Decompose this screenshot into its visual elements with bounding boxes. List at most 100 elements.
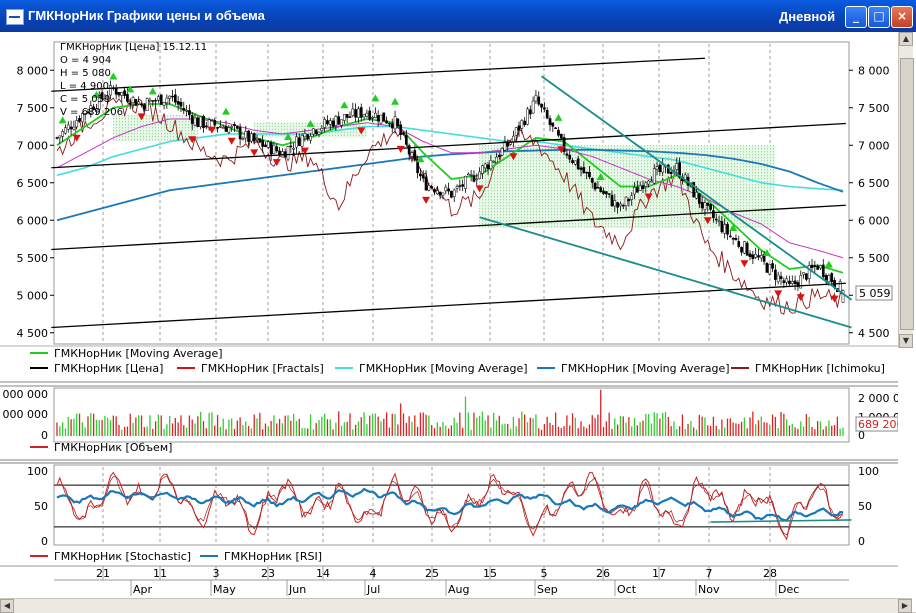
candle-body xyxy=(159,94,163,105)
price-tick-left: 7 500 xyxy=(17,102,49,115)
maximize-button[interactable]: □ xyxy=(868,6,890,28)
horizontal-scrollbar[interactable]: ◀ ▶ xyxy=(0,598,912,613)
candle-body xyxy=(261,140,265,147)
candle-body xyxy=(196,117,200,128)
volume-bars[interactable] xyxy=(56,389,844,436)
candle-body xyxy=(590,177,594,183)
series-ma-200 xyxy=(56,148,844,222)
candle-body xyxy=(619,203,622,207)
candle-body xyxy=(334,116,338,126)
x-day-label: 11 xyxy=(153,567,167,580)
candle-body xyxy=(430,186,434,189)
candle-body xyxy=(323,119,326,128)
scroll-down-arrow[interactable]: ▼ xyxy=(899,334,913,348)
x-month-label: Apr xyxy=(133,583,153,596)
candle-body xyxy=(345,113,349,118)
candle-body xyxy=(810,264,814,268)
price-tick-left: 5 000 xyxy=(17,289,49,302)
scroll-left-arrow[interactable]: ◀ xyxy=(0,599,14,613)
fractal-up-marker xyxy=(92,91,101,99)
fractal-down-marker xyxy=(188,136,197,144)
trendline-channel xyxy=(51,57,705,92)
candle-body xyxy=(427,185,431,191)
candle-body xyxy=(295,136,298,148)
candle-body xyxy=(720,221,724,233)
price-tick-right: 4 500 xyxy=(858,327,890,340)
candle-body xyxy=(700,201,704,209)
candle-body xyxy=(250,133,253,142)
candle-body xyxy=(354,109,357,118)
candle-body xyxy=(416,159,419,174)
scroll-thumb[interactable] xyxy=(900,58,914,330)
legend-label: ГМКНорНик [Moving Average] xyxy=(54,347,223,360)
candle-body xyxy=(551,122,555,127)
x-month-label: Oct xyxy=(617,583,637,596)
fractal-down-marker xyxy=(422,196,431,204)
stochastic-signal-line xyxy=(56,475,844,536)
candle-body xyxy=(193,117,197,126)
candle-body xyxy=(168,95,172,99)
oscillator-y-axis: 100 100 50 50 0 0 xyxy=(27,465,879,548)
price-tick-right: 7 500 xyxy=(858,102,890,115)
candle-body xyxy=(602,190,605,194)
candle-body xyxy=(120,92,124,96)
trendline-channel xyxy=(51,204,846,251)
price-pane-frame xyxy=(53,41,850,345)
candle-body xyxy=(447,188,450,192)
candle-body xyxy=(388,122,391,125)
scroll-up-arrow[interactable]: ▲ xyxy=(899,32,913,46)
candle-body xyxy=(782,280,786,283)
candle-body xyxy=(444,186,448,192)
close-button[interactable]: × xyxy=(891,6,913,28)
candle-body xyxy=(97,93,101,110)
osc-tick-right: 50 xyxy=(858,500,872,513)
price-candles[interactable] xyxy=(55,80,845,303)
candle-body xyxy=(647,180,650,185)
candle-body xyxy=(258,138,262,143)
candle-body xyxy=(585,171,588,174)
trendlines[interactable] xyxy=(51,57,852,329)
fractal-down-marker xyxy=(272,159,281,167)
price-tick-right: 5 500 xyxy=(858,252,890,265)
candle-body xyxy=(241,138,245,140)
candle-body xyxy=(562,137,566,153)
candle-body xyxy=(128,102,132,105)
candle-body xyxy=(743,241,746,254)
price-info-box: ГМКНорНик [Цена] 15.12.11 O = 4 904 H = … xyxy=(60,42,207,118)
candle-body xyxy=(771,263,774,269)
candle-body xyxy=(450,190,453,198)
candle-body xyxy=(190,115,194,124)
candle-body xyxy=(520,120,524,129)
minimize-button[interactable]: _ xyxy=(845,6,867,28)
candle-body xyxy=(790,281,794,284)
candle-body xyxy=(658,164,662,173)
candle-body xyxy=(644,182,648,187)
oscillator-lines[interactable] xyxy=(56,471,852,541)
candle-body xyxy=(58,135,62,139)
candle-body xyxy=(103,98,107,101)
legend-label: ГМКНорНик [Moving Average] xyxy=(359,362,528,375)
candle-body xyxy=(303,133,307,138)
trendline-channel xyxy=(51,282,846,329)
candle-body xyxy=(419,173,422,177)
info-open: O = 4 904 xyxy=(60,55,111,66)
candle-body xyxy=(142,104,146,110)
candle-body xyxy=(289,145,293,148)
candle-body xyxy=(213,120,217,126)
candle-body xyxy=(751,254,755,260)
vertical-scrollbar[interactable]: ▲ ▼ xyxy=(898,32,914,348)
candle-body xyxy=(793,280,797,285)
candle-body xyxy=(348,116,352,118)
scroll-right-arrow[interactable]: ▶ xyxy=(898,599,912,613)
fractal-down-marker xyxy=(703,217,712,225)
fractal-up-marker xyxy=(762,248,771,256)
candle-body xyxy=(703,202,707,210)
x-month-label: Nov xyxy=(698,583,720,596)
candle-body xyxy=(599,187,603,192)
candle-body xyxy=(255,137,259,140)
candle-body xyxy=(607,193,611,195)
timeframe-label[interactable]: Дневной xyxy=(779,9,836,24)
candle-body xyxy=(528,109,532,115)
candle-body xyxy=(568,154,572,160)
